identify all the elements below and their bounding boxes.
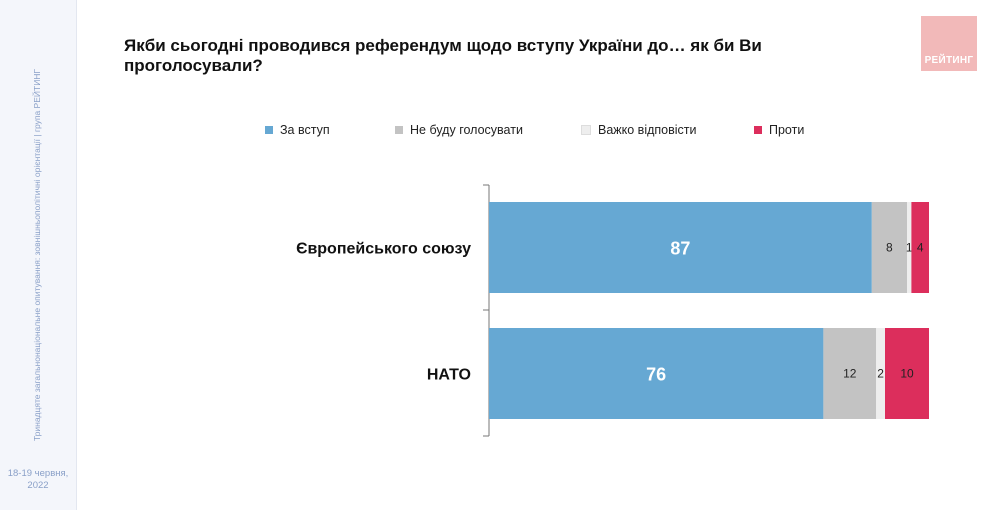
sidebar-date-line1: 18-19 червня, [7, 468, 69, 479]
legend-swatch-support [265, 126, 273, 134]
sidebar-date: 18-19 червня, 2022 [0, 468, 76, 492]
logo: РЕЙТИНГ [921, 16, 977, 71]
bar-0-series-3 [911, 202, 929, 293]
data-label-1-series-3: 10 [900, 367, 914, 381]
data-label-0-series-0: 87 [670, 239, 690, 259]
legend-swatch-not-vote [395, 126, 403, 134]
legend-swatch-hard-to-say [581, 125, 591, 135]
data-label-1-series-1: 12 [843, 367, 857, 381]
legend-item-not-vote: Не буду голосувати [395, 123, 523, 137]
bar-0-series-1 [871, 202, 907, 293]
data-label-0-series-1: 8 [886, 241, 893, 255]
bar-1-series-0 [489, 328, 824, 419]
legend-item-support: За вступ [265, 123, 330, 137]
bar-1-series-2 [876, 328, 885, 419]
legend-label-support: За вступ [280, 123, 330, 137]
legend-label-hard-to-say: Важко відповісти [598, 123, 697, 137]
chart-title: Якби сьогодні проводився референдум щодо… [124, 36, 762, 75]
category-label-0: Європейського союзу [296, 241, 471, 258]
data-label-0-series-2: 1 [906, 241, 913, 255]
data-label-1-series-2: 2 [877, 367, 884, 381]
data-label-1-series-0: 76 [646, 365, 666, 385]
legend-item-against: Проти [754, 123, 804, 137]
sidebar: Тринадцяте загальнонаціональне опитуванн… [0, 0, 77, 510]
bar-0-series-2 [907, 202, 912, 293]
legend-item-hard-to-say: Важко відповісти [581, 123, 697, 137]
data-label-0-series-3: 4 [917, 241, 924, 255]
legend-label-against: Проти [769, 123, 805, 137]
bar-1-series-3 [885, 328, 929, 419]
bar-0-series-0 [489, 202, 872, 293]
sidebar-date-line2: 2022 [27, 480, 49, 491]
legend-label-not-vote: Не буду голосувати [410, 123, 523, 137]
bar-1-series-1 [823, 328, 877, 419]
category-label-1: НАТО [427, 367, 471, 384]
logo-text: РЕЙТИНГ [924, 55, 974, 66]
legend-swatch-against [754, 126, 762, 134]
